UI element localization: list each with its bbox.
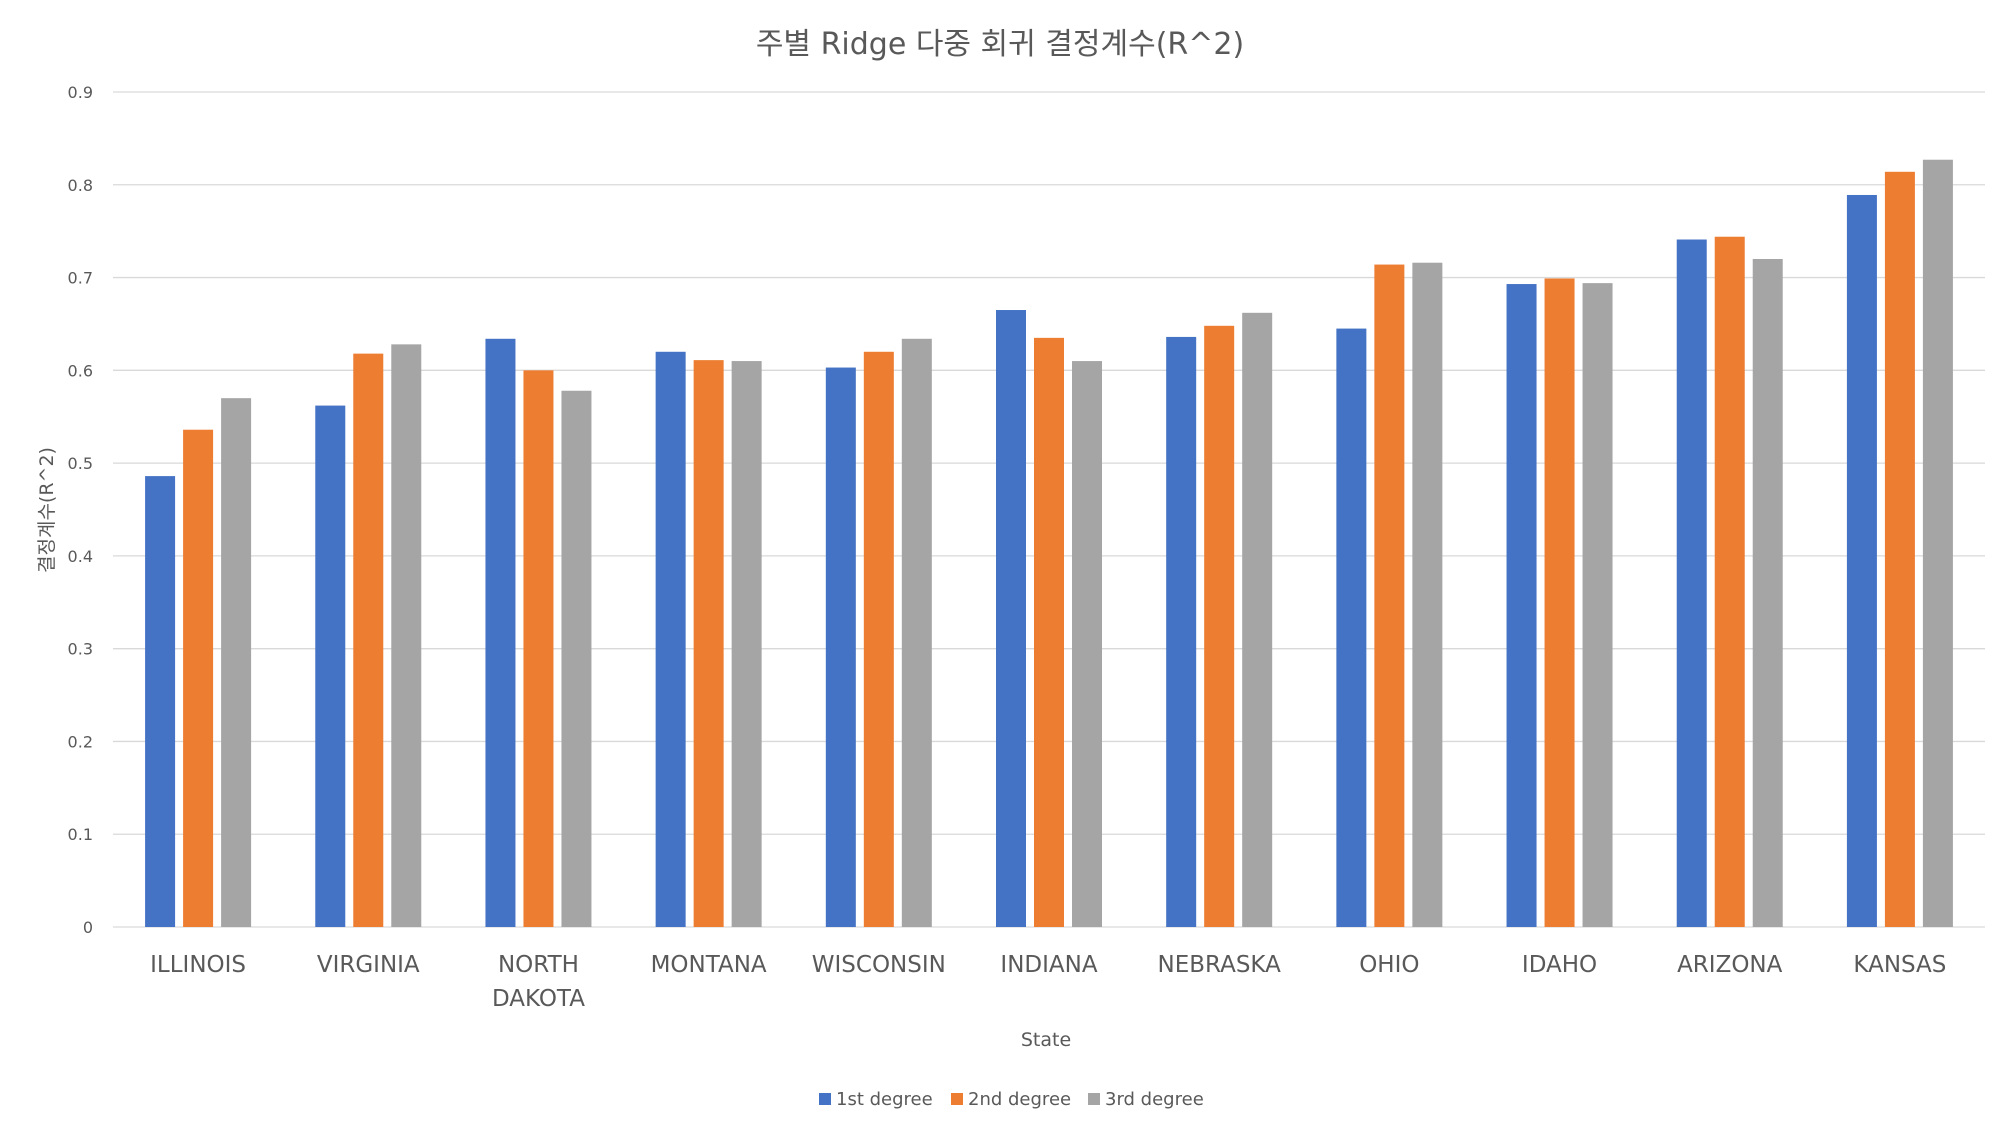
x-tick-label: WISCONSIN bbox=[812, 952, 946, 978]
x-tick-label: OHIO bbox=[1359, 952, 1419, 978]
bar bbox=[1034, 337, 1064, 928]
bar bbox=[485, 338, 516, 927]
y-tick-label: 0.5 bbox=[68, 454, 93, 473]
x-tick-label: NORTH bbox=[498, 952, 579, 978]
bar bbox=[863, 351, 894, 927]
x-tick-label: ARIZONA bbox=[1677, 952, 1783, 978]
bar bbox=[1072, 361, 1102, 927]
y-tick-label: 0.3 bbox=[68, 640, 93, 659]
bar bbox=[1714, 236, 1745, 927]
bars bbox=[145, 159, 1953, 928]
x-tick-label: DAKOTA bbox=[492, 986, 585, 1012]
bar bbox=[1752, 259, 1783, 927]
bar bbox=[523, 370, 554, 927]
bar bbox=[1336, 328, 1367, 927]
legend-swatch bbox=[951, 1093, 963, 1105]
x-axis-labels: ILLINOIS VIRGINIA NORTH DAKOTA MONTANA WISCON… bbox=[150, 952, 1946, 1012]
y-tick-label: 0.8 bbox=[68, 176, 93, 195]
bar bbox=[561, 390, 592, 927]
bar bbox=[1374, 264, 1405, 928]
bar bbox=[1506, 284, 1537, 927]
y-tick-label: 0.9 bbox=[68, 83, 93, 102]
bar bbox=[1204, 325, 1235, 927]
y-tick-label: 0.6 bbox=[68, 361, 93, 380]
bar bbox=[693, 360, 724, 927]
x-axis-title: State bbox=[1021, 1029, 1071, 1051]
bar bbox=[221, 398, 252, 928]
bar bbox=[655, 351, 686, 927]
bar bbox=[1884, 171, 1915, 928]
bar bbox=[1582, 283, 1613, 928]
x-tick-label: INDIANA bbox=[1000, 952, 1097, 978]
y-axis-title: 결정계수(R^2) bbox=[36, 447, 58, 573]
bar bbox=[145, 476, 176, 927]
bar bbox=[1676, 239, 1707, 927]
x-tick-label: ILLINOIS bbox=[150, 952, 246, 978]
bar bbox=[996, 310, 1026, 927]
bar bbox=[1544, 278, 1575, 927]
y-tick-label: 0.1 bbox=[68, 825, 93, 844]
bar bbox=[353, 353, 384, 928]
bar bbox=[1922, 159, 1953, 927]
bar bbox=[901, 338, 932, 927]
legend-swatch bbox=[819, 1093, 831, 1105]
y-axis-ticks: 0 0.1 0.2 0.3 0.4 0.5 0.6 0.7 0.8 0.9 bbox=[68, 83, 93, 937]
bar bbox=[391, 344, 422, 927]
bar bbox=[1166, 336, 1197, 927]
legend-label: 2nd degree bbox=[968, 1089, 1071, 1110]
bar bbox=[825, 367, 856, 927]
y-tick-label: 0.7 bbox=[68, 269, 93, 288]
legend: 1st degree 2nd degree 3rd degree bbox=[819, 1089, 1204, 1110]
y-tick-label: 0 bbox=[83, 918, 93, 937]
x-tick-label: VIRGINIA bbox=[317, 952, 420, 978]
y-tick-label: 0.4 bbox=[68, 547, 93, 566]
legend-label: 3rd degree bbox=[1105, 1089, 1204, 1110]
bar bbox=[1412, 262, 1443, 927]
bar bbox=[731, 361, 762, 927]
y-tick-label: 0.2 bbox=[68, 732, 93, 751]
chart-title: 주별 Ridge 다중 회귀 결정계수(R^2) bbox=[756, 27, 1244, 62]
x-tick-label: IDAHO bbox=[1522, 952, 1597, 978]
x-tick-label: MONTANA bbox=[651, 952, 767, 978]
bar bbox=[315, 405, 346, 928]
x-tick-label: NEBRASKA bbox=[1158, 952, 1282, 978]
bar bbox=[1846, 194, 1877, 927]
bar bbox=[1242, 312, 1273, 927]
legend-label: 1st degree bbox=[836, 1089, 933, 1110]
legend-swatch bbox=[1088, 1093, 1100, 1105]
bar bbox=[183, 429, 214, 927]
x-tick-label: KANSAS bbox=[1853, 952, 1946, 978]
